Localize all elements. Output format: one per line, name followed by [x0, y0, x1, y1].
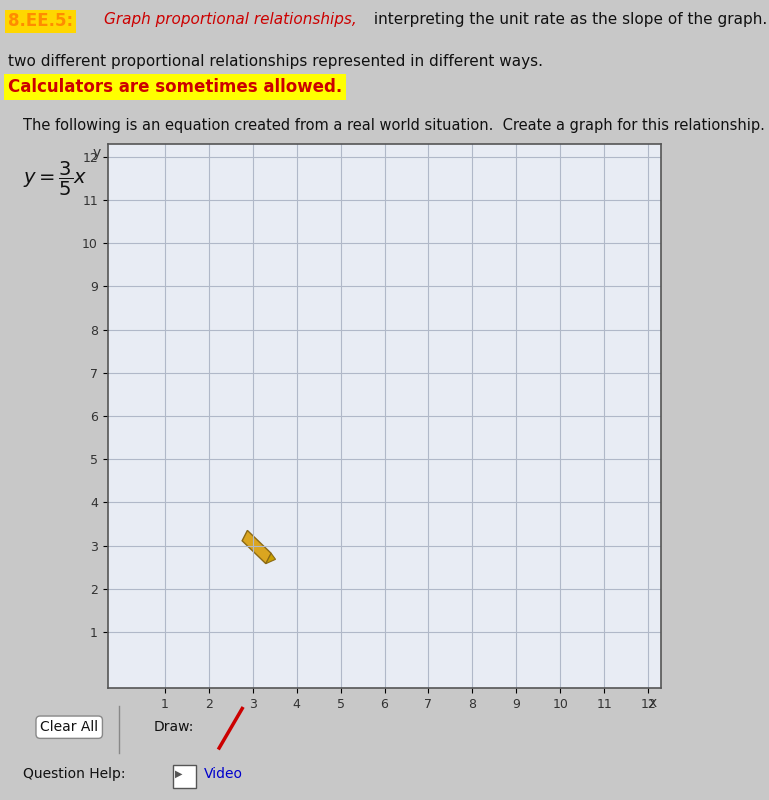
- Text: ▶: ▶: [175, 769, 183, 779]
- Text: Clear All: Clear All: [40, 720, 98, 734]
- Text: Graph proportional relationships,: Graph proportional relationships,: [104, 13, 357, 27]
- Text: 8.EE.5:: 8.EE.5:: [8, 13, 73, 30]
- Polygon shape: [242, 530, 271, 564]
- Text: Question Help:: Question Help:: [23, 767, 125, 781]
- Text: interpreting the unit rate as the slope of the graph. Compare: interpreting the unit rate as the slope …: [369, 13, 769, 27]
- FancyBboxPatch shape: [173, 765, 196, 787]
- Text: The following is an equation created from a real world situation.  Create a grap: The following is an equation created fro…: [23, 118, 765, 133]
- Text: y: y: [92, 146, 101, 160]
- Text: Calculators are sometimes allowed.: Calculators are sometimes allowed.: [8, 78, 342, 96]
- Text: Draw:: Draw:: [154, 720, 195, 734]
- Text: two different proportional relationships represented in different ways.: two different proportional relationships…: [8, 54, 543, 69]
- Text: Video: Video: [204, 767, 243, 781]
- Text: $y = \dfrac{3}{5}x$: $y = \dfrac{3}{5}x$: [23, 160, 88, 198]
- Polygon shape: [266, 554, 275, 564]
- Text: x: x: [648, 696, 657, 710]
